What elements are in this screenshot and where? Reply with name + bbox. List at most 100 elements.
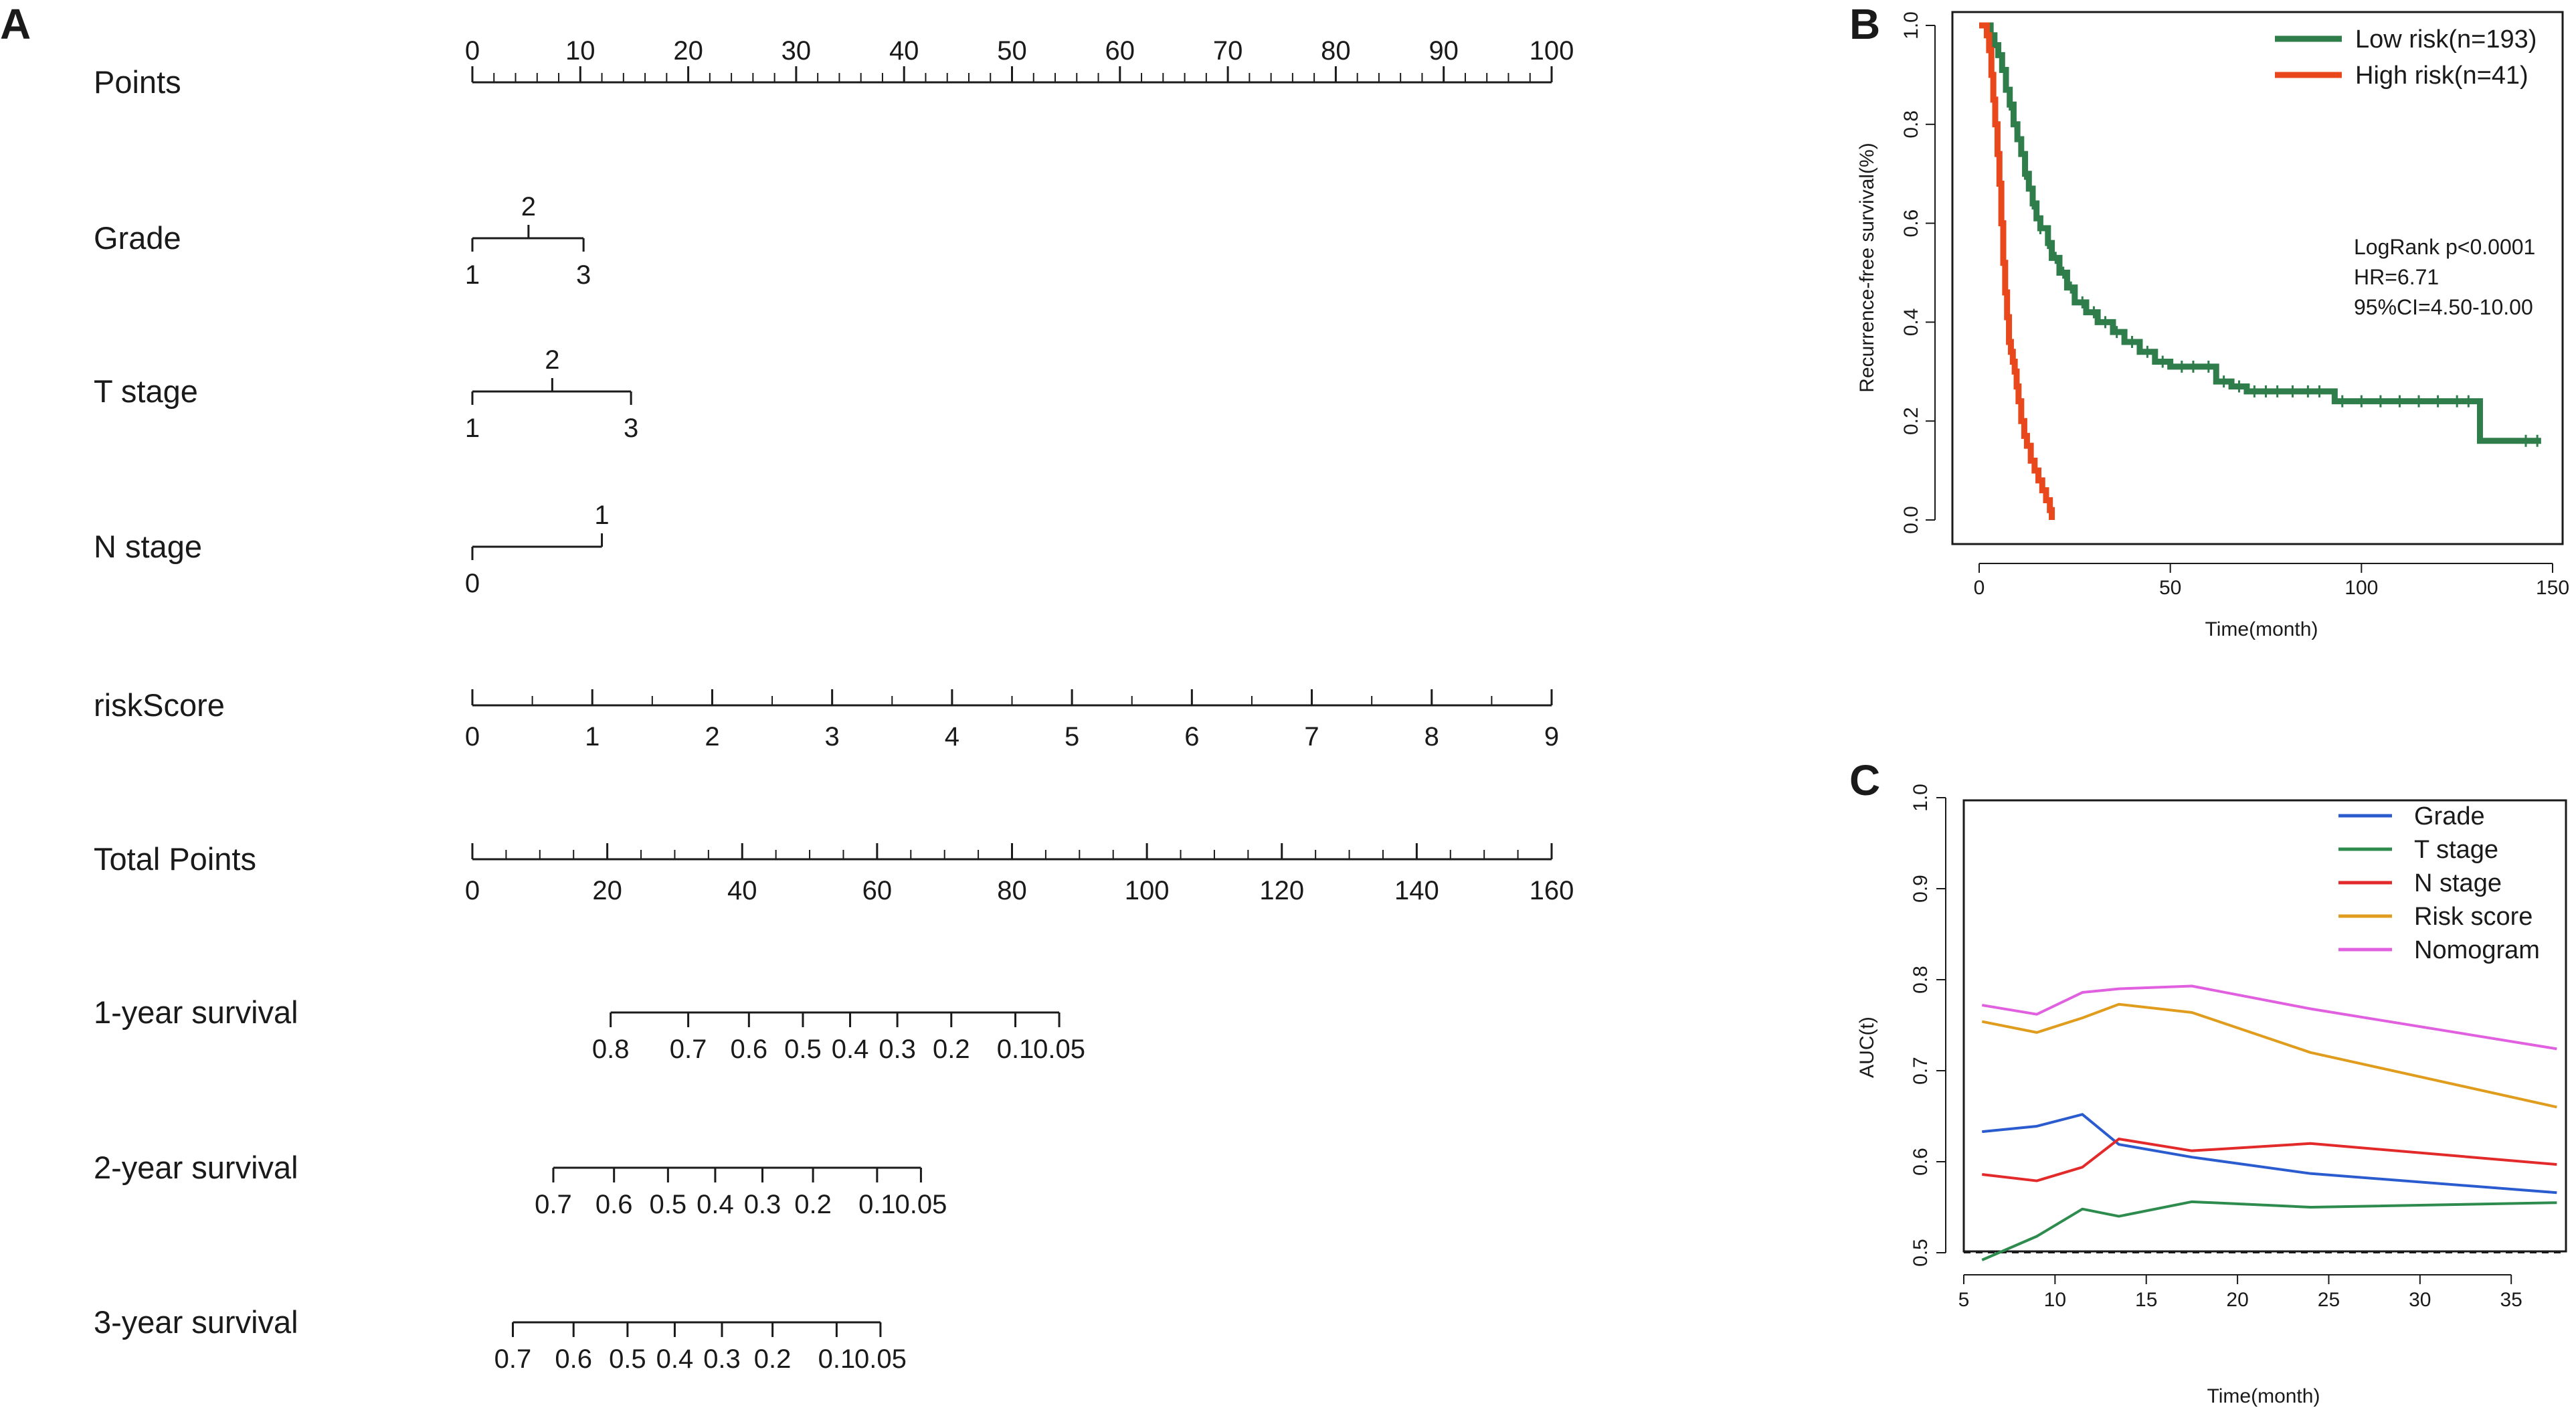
y-tick-label: 0.6 [1900, 209, 1922, 238]
legend-label: High risk(n=41) [2355, 62, 2528, 90]
nomogram-row-surv1: 1-year survival 0.8 0.7 0.6 0.5 0.4 0.3 0.2 0.10… [94, 994, 1085, 1064]
y-tick-label: 0.5 [1910, 1239, 1932, 1267]
level-label: 3 [624, 414, 638, 443]
y-axis-title: AUC(t) [1856, 1016, 1878, 1078]
survival-tick-label: 0.7 [535, 1190, 572, 1219]
survival-tick-label: 0.2 [754, 1344, 792, 1374]
tick-label: 100 [1530, 36, 1574, 66]
row-label-riskscore: riskScore [94, 687, 225, 723]
row-label-surv3: 3-year survival [94, 1304, 298, 1340]
nomogram-row-total: Total Points 0 20 40 60 80 100 120 140 160 [94, 841, 1574, 905]
level-label: 2 [521, 192, 536, 222]
legend-label: Grade [2414, 802, 2485, 830]
survival-tick-label: 0.05 [854, 1344, 907, 1374]
y-tick-label: 0.9 [1910, 875, 1932, 903]
tick-label: 60 [1105, 36, 1135, 66]
tick-label: 4 [945, 722, 959, 751]
nomogram-row-riskscore: riskScore 0 1 2 3 4 5 6 7 8 9 [94, 687, 1559, 751]
nomogram-row-surv2: 2-year survival 0.7 0.6 0.5 0.4 0.3 0.2 0.10.05 [94, 1150, 947, 1219]
y-tick-label: 0.7 [1910, 1057, 1932, 1085]
survival-tick-label: 0.05 [895, 1190, 947, 1219]
tick-label: 160 [1530, 876, 1574, 905]
tick-label: 3 [825, 722, 840, 751]
tick-label: 30 [781, 36, 812, 66]
tick-label: 120 [1259, 876, 1304, 905]
row-label-surv1: 1-year survival [94, 994, 298, 1030]
panel-letter-b: B [1849, 0, 1880, 48]
km-line [1979, 22, 2541, 444]
nomogram-row-tstage: T stage 1 2 3 [94, 345, 638, 443]
y-tick-label: 0.4 [1900, 308, 1922, 337]
km-series-high-risk-n-41 [1979, 22, 2055, 520]
level-label: 2 [545, 345, 559, 375]
survival-tick-label: 0.2 [933, 1035, 970, 1064]
survival-tick-label: 0.7 [494, 1344, 532, 1374]
tick-label: 0 [465, 722, 480, 751]
survival-tick-label: 0.6 [595, 1190, 633, 1219]
tick-label: 2 [705, 722, 719, 751]
legend-label: Low risk(n=193) [2355, 25, 2537, 54]
panel-letter-a: A [0, 0, 31, 48]
x-tick-label: 20 [2226, 1289, 2248, 1311]
tick-label: 9 [1544, 722, 1559, 751]
tick-label: 6 [1184, 722, 1199, 751]
level-label: 1 [465, 260, 480, 290]
tick-label: 0 [465, 876, 480, 905]
y-tick-label: 0.0 [1900, 506, 1922, 534]
tick-label: 0 [465, 36, 480, 66]
panel-letter-c: C [1849, 756, 1880, 804]
x-tick-label: 30 [2409, 1289, 2431, 1311]
tick-label: 90 [1429, 36, 1459, 66]
y-tick-label: 1.0 [1910, 784, 1932, 812]
auc-line-nomogram [1981, 984, 2557, 1051]
plot-box-c [1962, 799, 2567, 1253]
tick-label: 8 [1424, 722, 1439, 751]
auc-line-t-stage [1981, 1200, 2557, 1261]
survival-tick-label: 0.3 [744, 1190, 781, 1219]
row-label-grade: Grade [94, 220, 181, 256]
row-label-points: Points [94, 64, 181, 100]
y-tick-label: 1.0 [1900, 11, 1922, 39]
x-tick-label: 5 [1958, 1289, 1970, 1311]
tick-label: 100 [1125, 876, 1170, 905]
level-label: 3 [576, 260, 591, 290]
legend-label: N stage [2414, 869, 2502, 897]
auc-line-grade [1982, 1113, 2557, 1194]
x-tick-label: 10 [2044, 1289, 2066, 1311]
x-axis-title: Time(month) [2205, 618, 2318, 640]
tick-label: 40 [727, 876, 757, 905]
y-tick-label: 0.2 [1900, 407, 1922, 435]
auc-line-risk-score [1981, 1002, 2557, 1109]
tick-label: 20 [673, 36, 703, 66]
nomogram-row-grade: Grade 1 2 3 [94, 192, 591, 290]
auc-line-n-stage [1982, 1138, 2557, 1182]
row-label-tstage: T stage [94, 373, 198, 409]
tick-label: 80 [1321, 36, 1351, 66]
nomogram-row-surv3: 3-year survival 0.7 0.6 0.5 0.4 0.3 0.2 0.10.05 [94, 1304, 907, 1374]
x-tick-label: 15 [2135, 1289, 2157, 1311]
survival-tick-label: 0.1 [818, 1344, 856, 1374]
plot-box-b [1951, 11, 2564, 545]
legend-label: T stage [2414, 836, 2498, 864]
tick-label: 80 [997, 876, 1027, 905]
x-tick-label: 150 [2536, 577, 2569, 599]
tick-label: 20 [592, 876, 622, 905]
tick-label: 140 [1394, 876, 1439, 905]
survival-tick-label: 0.05 [1033, 1035, 1085, 1064]
x-axis-title: Time(month) [2207, 1385, 2320, 1407]
y-tick-label: 0.6 [1910, 1148, 1932, 1176]
tick-label: 10 [565, 36, 595, 66]
panel-c-auc-plot: C 0.5 0.6 0.7 0.8 0.9 1.0 5 10 15 20 25 30 35 Time(mon… [1849, 756, 2567, 1407]
y-tick-label: 0.8 [1910, 966, 1932, 994]
km-line [1979, 22, 2055, 520]
x-tick-label: 35 [2500, 1289, 2522, 1311]
x-tick-label: 25 [2318, 1289, 2340, 1311]
row-label-total: Total Points [94, 841, 256, 877]
survival-tick-label: 0.4 [832, 1035, 869, 1064]
row-label-nstage: N stage [94, 529, 202, 564]
km-series-low-risk-n-193 [1979, 22, 2541, 447]
x-tick-label: 0 [1974, 577, 1985, 599]
stat-annotation: 95%CI=4.50-10.00 [2354, 295, 2533, 319]
survival-tick-label: 0.6 [731, 1035, 768, 1064]
